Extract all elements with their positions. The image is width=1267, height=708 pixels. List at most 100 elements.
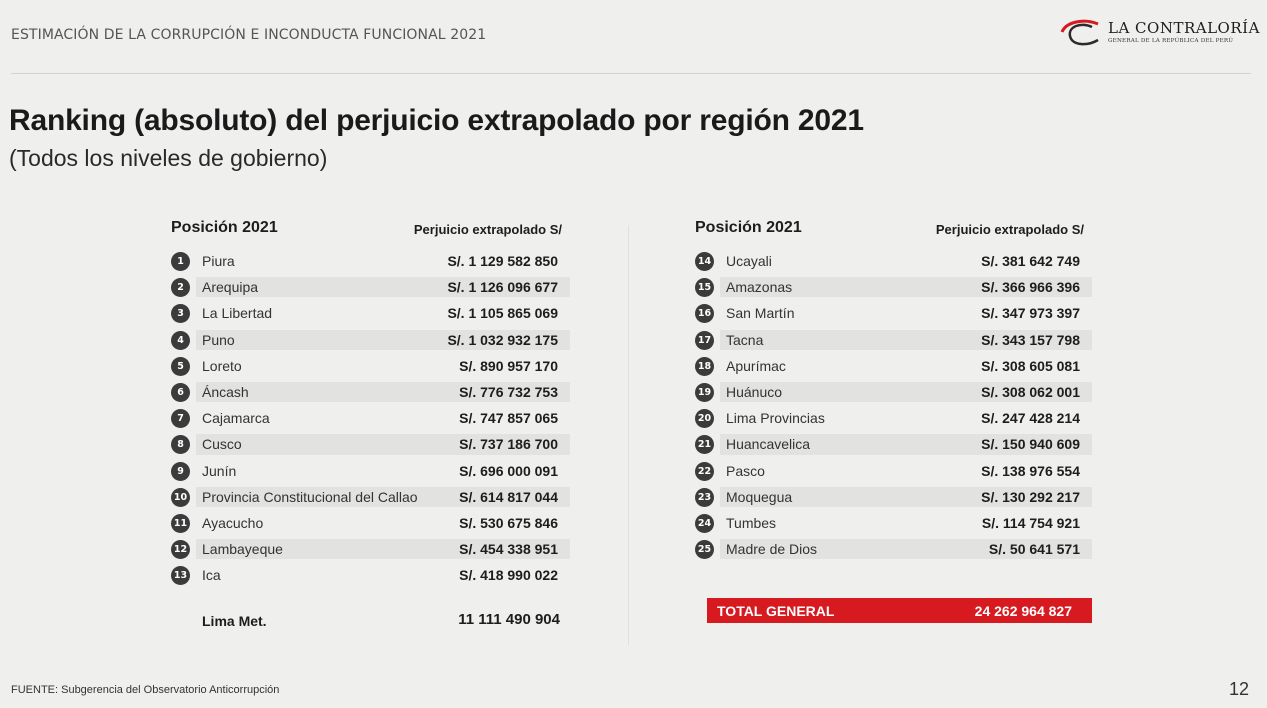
rank-badge: 19 — [695, 382, 714, 402]
region-name: Junín — [202, 462, 237, 479]
region-name: Cusco — [202, 436, 242, 453]
region-name: Amazonas — [726, 279, 793, 296]
amount-value: S/. 1 032 932 175 — [447, 331, 558, 348]
amount-value: S/. 1 105 865 069 — [447, 305, 558, 322]
rank-badge: 7 — [171, 409, 190, 429]
lima-met-value: 11 111 490 904 — [458, 611, 560, 628]
amount-value: S/. 776 732 753 — [459, 383, 558, 400]
rank-badge: 17 — [695, 330, 714, 350]
region-name: La Libertad — [202, 305, 273, 322]
logo-name: LA CONTRALORÍA — [1108, 19, 1260, 37]
rank-badge: 10 — [171, 487, 190, 507]
lima-met-row: Lima Met. 11 111 490 904 — [168, 610, 570, 632]
region-name: Tacna — [726, 331, 764, 348]
region-name: Provincia Constitucional del Callao — [202, 488, 418, 505]
lima-met-label: Lima Met. — [202, 613, 267, 629]
region-name: Ica — [202, 567, 221, 584]
rank-badge: 20 — [695, 409, 714, 429]
amount-value: S/. 1 126 096 677 — [447, 279, 558, 296]
amount-value: S/. 114 754 921 — [981, 514, 1080, 531]
column-header-amount: Perjuicio extrapolado S/ — [413, 222, 562, 237]
rank-badge: 9 — [171, 461, 190, 481]
source-footnote: FUENTE: Subgerencia del Observatorio Ant… — [11, 684, 280, 696]
table-row: 4 Puno S/. 1 032 932 175 — [168, 328, 570, 354]
table-row: 1 Piura S/. 1 129 582 850 — [168, 249, 570, 275]
amount-value: S/. 890 957 170 — [459, 357, 558, 374]
table-row: 7 Cajamarca S/. 747 857 065 — [168, 406, 570, 432]
amount-value: S/. 381 642 749 — [981, 253, 1080, 269]
table-row: 21 Huancavelica S/. 150 940 609 — [692, 432, 1092, 458]
amount-value: S/. 418 990 022 — [459, 567, 558, 584]
amount-value: S/. 737 186 700 — [459, 436, 558, 453]
amount-value: S/. 343 157 798 — [981, 331, 1080, 348]
total-general-row: TOTAL GENERAL 24 262 964 827 — [707, 598, 1092, 623]
region-name: Ayacucho — [202, 514, 264, 531]
table-row: 14 Ucayali S/. 381 642 749 — [692, 249, 1092, 275]
region-name: Lima Provincias — [726, 410, 825, 427]
table-row: 13 Ica S/. 418 990 022 — [168, 563, 570, 589]
region-name: Áncash — [202, 383, 249, 400]
table-row: 8 Cusco S/. 737 186 700 — [168, 432, 570, 458]
table-row: 19 Huánuco S/. 308 062 001 — [692, 380, 1092, 406]
rank-badge: 22 — [695, 461, 714, 481]
rank-badge: 3 — [171, 304, 190, 324]
rank-badge: 12 — [171, 540, 190, 560]
amount-value: S/. 454 338 951 — [459, 541, 558, 558]
region-name: Pasco — [726, 462, 765, 479]
region-name: Lambayeque — [202, 541, 283, 558]
rank-badge: 5 — [171, 356, 190, 376]
region-name: Arequipa — [202, 279, 259, 296]
table-row: 3 La Libertad S/. 1 105 865 069 — [168, 301, 570, 327]
rank-badge: 13 — [171, 566, 190, 586]
table-row: 5 Loreto S/. 890 957 170 — [168, 354, 570, 380]
amount-value: S/. 747 857 065 — [459, 410, 558, 427]
amount-value: S/. 138 976 554 — [981, 462, 1080, 479]
amount-value: S/. 130 292 217 — [981, 488, 1080, 505]
amount-value: S/. 150 940 609 — [981, 436, 1080, 453]
total-general-label: TOTAL GENERAL — [717, 603, 835, 619]
table-row: 17 Tacna S/. 343 157 798 — [692, 328, 1092, 354]
table-row: 16 San Martín S/. 347 973 397 — [692, 301, 1092, 327]
header-title: ESTIMACIÓN DE LA CORRUPCIÓN E INCONDUCTA… — [11, 27, 487, 43]
table-row: 18 Apurímac S/. 308 605 081 — [692, 354, 1092, 380]
logo-subtitle: GENERAL DE LA REPÚBLICA DEL PERÚ — [1108, 38, 1234, 44]
page-title: Ranking (absoluto) del perjuicio extrapo… — [9, 104, 864, 137]
rank-badge: 23 — [695, 487, 714, 507]
region-name: Loreto — [202, 357, 242, 374]
amount-value: S/. 1 129 582 850 — [447, 253, 558, 269]
rank-badge: 25 — [695, 540, 714, 560]
rank-badge: 21 — [695, 435, 714, 455]
amount-value: S/. 347 973 397 — [981, 305, 1080, 322]
region-name: Apurímac — [726, 357, 786, 374]
ranking-rows-left: 1 Piura S/. 1 129 582 850 2 Arequipa S/. 1 12… — [168, 249, 570, 589]
table-row: 20 Lima Provincias S/. 247 428 214 — [692, 406, 1092, 432]
rank-badge: 11 — [171, 513, 190, 533]
rank-badge: 14 — [695, 252, 714, 271]
rank-badge: 1 — [171, 252, 190, 271]
column-header-amount: Perjuicio extrapolado S/ — [935, 222, 1084, 237]
amount-value: S/. 247 428 214 — [981, 410, 1080, 427]
rank-badge: 15 — [695, 278, 714, 298]
header-divider — [11, 73, 1251, 74]
region-name: Ucayali — [726, 253, 772, 269]
column-header-position: Posición 2021 — [695, 219, 802, 236]
contraloria-logo: LA CONTRALORÍA GENERAL DE LA REPÚBLICA D… — [1058, 16, 1259, 50]
table-row: 9 Junín S/. 696 000 091 — [168, 459, 570, 485]
page-number: 12 — [1228, 679, 1249, 699]
column-header-position: Posición 2021 — [171, 219, 278, 236]
amount-value: S/. 308 605 081 — [981, 357, 1080, 374]
amount-value: S/. 50 641 571 — [988, 541, 1080, 558]
rank-badge: 4 — [171, 330, 190, 350]
rank-badge: 16 — [695, 304, 714, 324]
table-row: 11 Ayacucho S/. 530 675 846 — [168, 511, 570, 537]
table-row: 22 Pasco S/. 138 976 554 — [692, 459, 1092, 485]
table-row: 25 Madre de Dios S/. 50 641 571 — [692, 537, 1092, 563]
rank-badge: 8 — [171, 435, 190, 455]
rank-badge: 6 — [171, 382, 190, 402]
total-general-value: 24 262 964 827 — [974, 603, 1072, 619]
region-name: San Martín — [726, 305, 795, 322]
region-name: Huancavelica — [726, 436, 811, 453]
region-name: Madre de Dios — [726, 541, 818, 558]
rank-badge: 18 — [695, 356, 714, 376]
region-name: Moquegua — [726, 488, 793, 505]
